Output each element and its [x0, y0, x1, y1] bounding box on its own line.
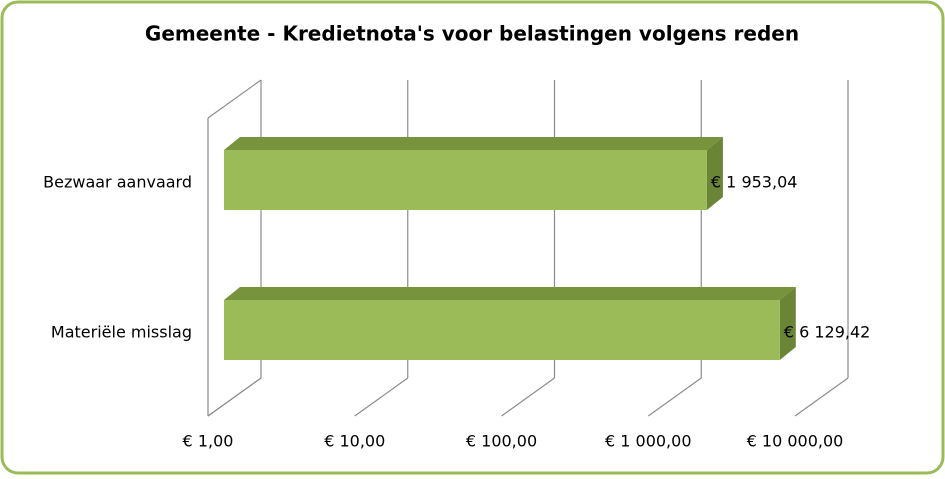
bar-top	[224, 287, 796, 300]
chart-title: Gemeente - Kredietnota's voor belastinge…	[145, 22, 799, 46]
floor-line	[794, 377, 849, 417]
x-tick-label: € 1,00	[183, 432, 234, 451]
y-tick-label: Materiële misslag	[51, 323, 192, 342]
x-tick-label: € 10 000,00	[747, 432, 844, 451]
bar-top	[224, 137, 723, 150]
bar-side	[779, 287, 796, 360]
x-tick-label: € 1 000,00	[605, 432, 692, 451]
x-tick-label: € 100,00	[466, 432, 537, 451]
y-tick-label: Bezwaar aanvaard	[43, 173, 192, 192]
floor-line	[501, 377, 555, 417]
axis-wall	[207, 79, 262, 119]
bar	[224, 300, 780, 360]
floor-line	[354, 377, 409, 417]
floor-line	[647, 377, 702, 417]
data-label: € 1 953,04	[711, 173, 798, 192]
bar-side	[706, 137, 723, 210]
data-label: € 6 129,42	[784, 323, 871, 342]
x-tick-label: € 10,00	[324, 432, 385, 451]
axis-floor	[207, 377, 262, 417]
bar	[224, 150, 707, 210]
